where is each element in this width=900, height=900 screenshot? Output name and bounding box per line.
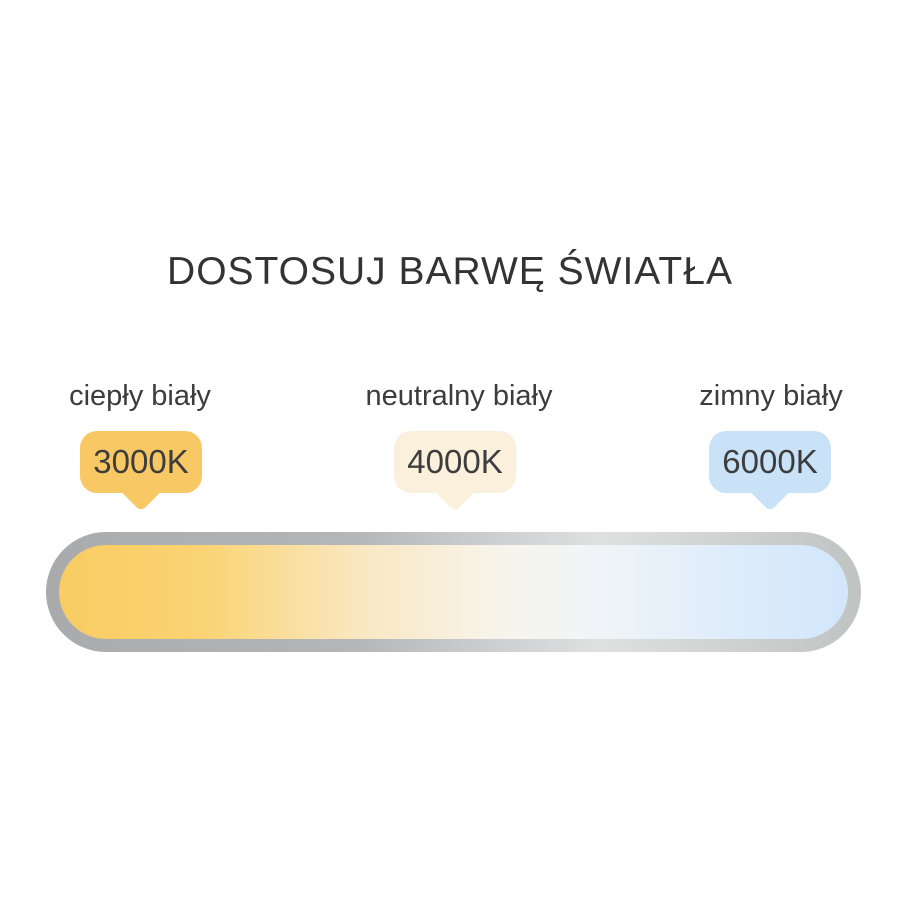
kelvin-badge-6000k: 6000K bbox=[709, 431, 831, 493]
color-temperature-gradient bbox=[59, 545, 848, 639]
color-temperature-bar-border bbox=[46, 532, 861, 652]
label-cold-white: zimny biały bbox=[699, 380, 843, 412]
kelvin-value: 3000K bbox=[93, 443, 189, 480]
kelvin-value: 4000K bbox=[407, 443, 503, 480]
kelvin-badge-3000k: 3000K bbox=[80, 431, 202, 493]
kelvin-value: 6000K bbox=[722, 443, 818, 480]
kelvin-badge-4000k: 4000K bbox=[394, 431, 516, 493]
page-title: DOSTOSUJ BARWĘ ŚWIATŁA bbox=[167, 250, 733, 293]
label-warm-white: ciepły biały bbox=[69, 380, 211, 412]
label-neutral-white: neutralny biały bbox=[365, 380, 553, 412]
